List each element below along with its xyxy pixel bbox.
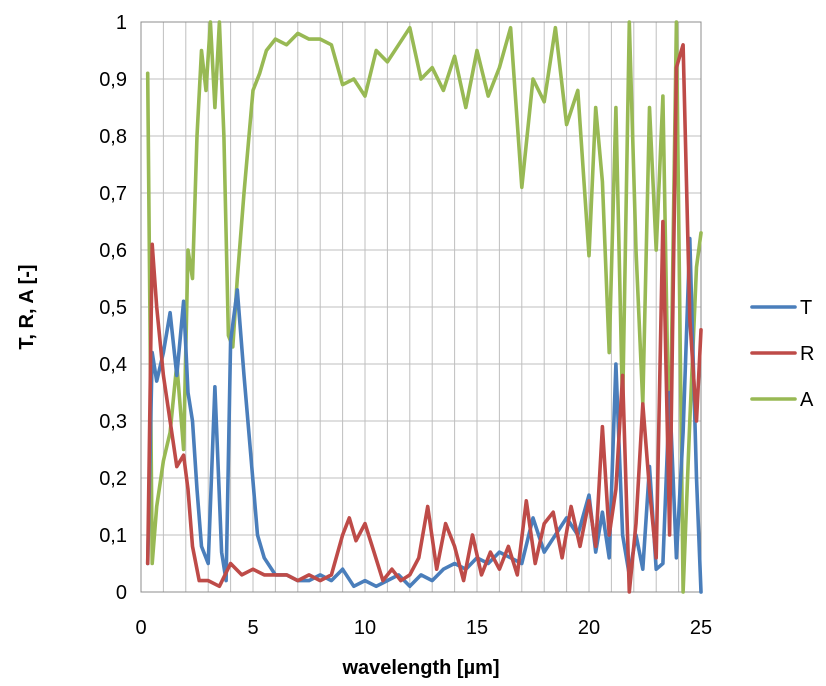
y-tick-label: 0,4 (99, 354, 127, 376)
y-axis-title: T, R, A [-] (16, 264, 38, 349)
y-tick-label: 0,9 (99, 69, 127, 91)
y-tick-label: 0,3 (99, 411, 127, 433)
x-tick-label: 0 (135, 617, 146, 639)
x-axis-title: wavelength [µm] (341, 657, 499, 679)
x-tick-label: 25 (690, 617, 712, 639)
x-tick-labels: 0 5 10 15 20 25 (135, 617, 712, 639)
y-tick-label: 0,8 (99, 126, 127, 148)
y-tick-labels: 0 0,1 0,2 0,3 0,4 0,5 0,6 0,7 0,8 0,9 1 (99, 12, 127, 604)
series-line-r (145, 43, 703, 594)
y-tick-label: 0,5 (99, 297, 127, 319)
series-line-a (145, 20, 703, 594)
y-tick-label: 0,7 (99, 183, 127, 205)
legend-label-a: A (800, 389, 814, 411)
legend: T R A (750, 297, 814, 411)
x-tick-label: 15 (466, 617, 488, 639)
plot-frame (140, 21, 702, 593)
legend-label-t: T (800, 297, 812, 319)
y-tick-label: 0,6 (99, 240, 127, 262)
y-tick-label: 0,1 (99, 525, 127, 547)
legend-label-r: R (800, 343, 814, 365)
x-tick-label: 10 (354, 617, 376, 639)
x-tick-label: 5 (247, 617, 258, 639)
y-tick-label: 0,2 (99, 468, 127, 490)
y-tick-label: 0 (116, 582, 127, 604)
y-tick-label: 1 (116, 12, 127, 34)
series-group (145, 20, 703, 594)
x-tick-label: 20 (578, 617, 600, 639)
